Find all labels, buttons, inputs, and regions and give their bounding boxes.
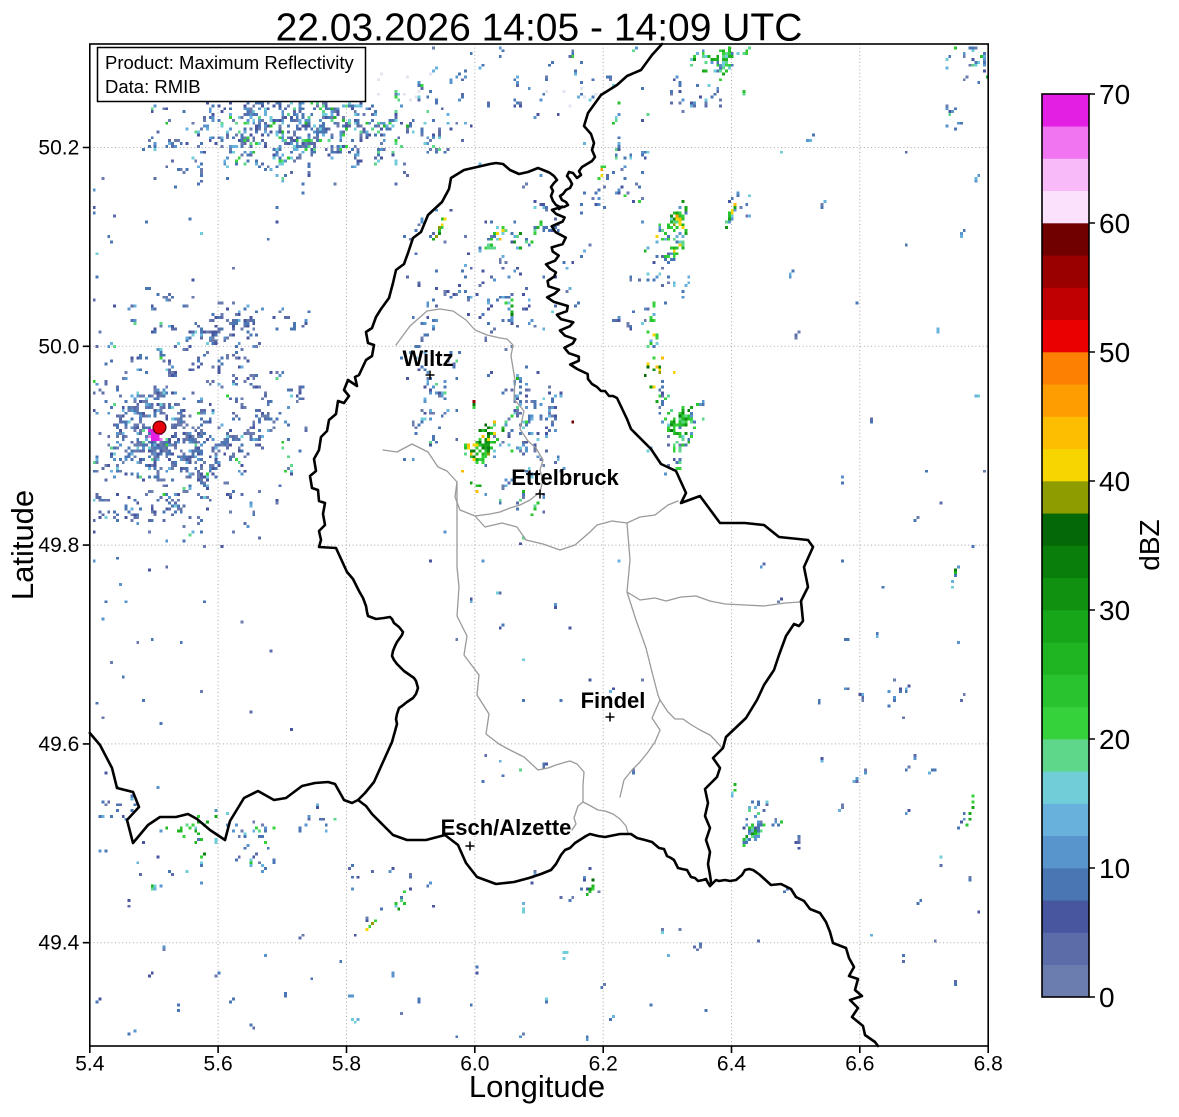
svg-text:50.2: 50.2 — [38, 137, 79, 160]
svg-text:Latitude: Latitude — [5, 490, 40, 600]
svg-text:dBZ: dBZ — [1134, 519, 1165, 570]
svg-text:50: 50 — [1099, 337, 1130, 368]
svg-text:Esch/Alzette: Esch/Alzette — [441, 815, 572, 840]
svg-text:Data: RMIB: Data: RMIB — [105, 76, 201, 97]
svg-text:40: 40 — [1099, 466, 1130, 497]
svg-text:6.0: 6.0 — [460, 1053, 489, 1076]
svg-text:Product: Maximum Reflectivity: Product: Maximum Reflectivity — [105, 52, 355, 73]
svg-text:6.6: 6.6 — [845, 1053, 874, 1076]
svg-text:Longitude: Longitude — [469, 1069, 605, 1104]
svg-text:6.2: 6.2 — [589, 1053, 618, 1076]
svg-text:Ettelbruck: Ettelbruck — [511, 465, 619, 490]
svg-text:6.8: 6.8 — [974, 1053, 1003, 1076]
svg-text:10: 10 — [1099, 853, 1130, 884]
svg-text:5.6: 5.6 — [203, 1053, 232, 1076]
svg-text:5.8: 5.8 — [332, 1053, 361, 1076]
svg-text:30: 30 — [1099, 595, 1130, 626]
svg-text:5.4: 5.4 — [75, 1053, 105, 1076]
svg-text:70: 70 — [1099, 79, 1130, 110]
svg-text:50.0: 50.0 — [38, 335, 79, 358]
svg-text:Findel: Findel — [581, 688, 646, 713]
svg-text:0: 0 — [1099, 982, 1115, 1013]
svg-text:22.03.2026 14:05 - 14:09 UTC: 22.03.2026 14:05 - 14:09 UTC — [276, 7, 803, 50]
svg-text:60: 60 — [1099, 208, 1130, 239]
svg-text:49.8: 49.8 — [38, 534, 79, 557]
svg-text:49.6: 49.6 — [38, 733, 79, 756]
svg-text:6.4: 6.4 — [717, 1053, 747, 1076]
svg-text:20: 20 — [1099, 724, 1130, 755]
svg-text:Wiltz: Wiltz — [402, 346, 453, 371]
svg-text:49.4: 49.4 — [38, 932, 79, 955]
